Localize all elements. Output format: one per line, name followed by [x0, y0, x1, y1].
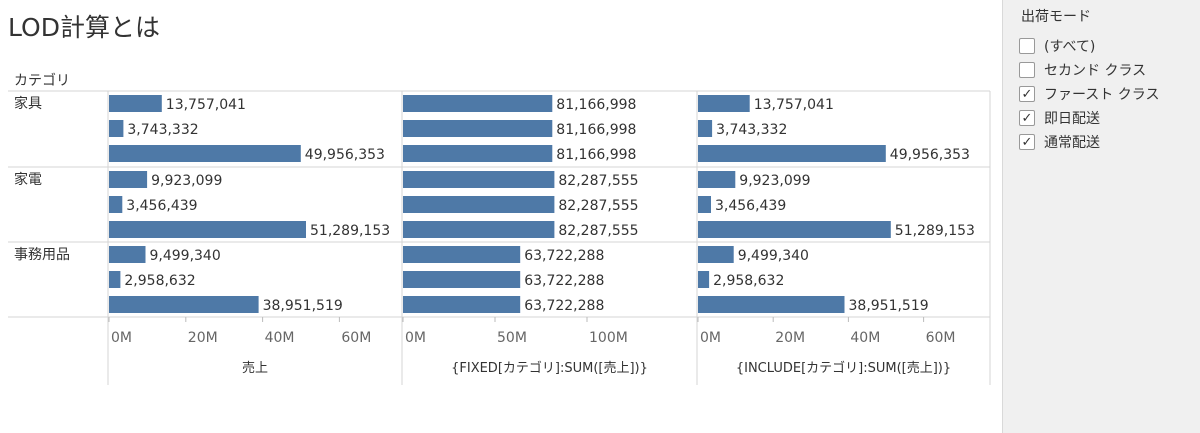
bar — [109, 271, 121, 288]
bar — [698, 196, 711, 213]
bar-value-label: 63,722,288 — [524, 273, 604, 289]
bar-value-label: 82,287,555 — [558, 198, 638, 214]
bar — [109, 196, 123, 213]
filter-option-label: 即日配送 — [1044, 111, 1100, 127]
bar — [698, 221, 891, 238]
checkbox-icon[interactable] — [1019, 38, 1035, 54]
filter-title: 出荷モード — [1021, 9, 1091, 25]
bar — [109, 120, 124, 137]
axis-tick-label: 40M — [850, 330, 880, 346]
bar — [109, 145, 301, 162]
filter-option-first-class[interactable]: ✓ ファースト クラス — [1019, 84, 1159, 104]
bar-value-label: 3,456,439 — [126, 198, 197, 214]
bar-value-label: 9,499,340 — [738, 248, 809, 264]
axis-tick-label: 0M — [111, 330, 132, 346]
axis-title: 売上 — [242, 360, 268, 376]
bar-value-label: 81,166,998 — [556, 147, 636, 163]
bar — [403, 171, 555, 188]
bar — [698, 271, 710, 288]
bar — [403, 221, 555, 238]
axis-tick-label: 20M — [775, 330, 805, 346]
axis-tick-label: 0M — [700, 330, 721, 346]
bar-value-label: 38,951,519 — [849, 298, 929, 314]
axis-tick-label: 40M — [265, 330, 295, 346]
bar — [403, 271, 521, 288]
bar — [403, 95, 553, 112]
bar — [698, 120, 713, 137]
bar-value-label: 3,456,439 — [715, 198, 786, 214]
bar — [698, 246, 734, 263]
bar-value-label: 51,289,153 — [310, 223, 390, 239]
group-label: 家具 — [14, 95, 42, 112]
filter-option-label: 通常配送 — [1044, 135, 1100, 151]
axis-tick-label: 0M — [405, 330, 426, 346]
group-label: 家電 — [14, 171, 42, 188]
bar-value-label: 38,951,519 — [263, 298, 343, 314]
axis-title: {INCLUDE[カテゴリ]:SUM([売上])} — [736, 360, 951, 376]
bar — [403, 296, 521, 313]
bar — [109, 221, 306, 238]
bar-value-label: 49,956,353 — [890, 147, 970, 163]
axis-tick-label: 50M — [497, 330, 527, 346]
bar-value-label: 82,287,555 — [558, 173, 638, 189]
filter-option-second-class[interactable]: セカンド クラス — [1019, 60, 1146, 80]
bar — [698, 95, 750, 112]
checkbox-checked-icon[interactable]: ✓ — [1019, 134, 1035, 150]
bar-value-label: 81,166,998 — [556, 122, 636, 138]
filter-option-label: (すべて) — [1044, 39, 1096, 55]
axis-title: {FIXED[カテゴリ]:SUM([売上])} — [451, 360, 648, 376]
bar-value-label: 2,958,632 — [124, 273, 195, 289]
bar — [698, 171, 736, 188]
axis-tick-label: 100M — [589, 330, 628, 346]
bar — [698, 296, 845, 313]
bar-value-label: 3,743,332 — [716, 122, 787, 138]
filter-option-same-day[interactable]: ✓ 即日配送 — [1019, 108, 1100, 128]
bar-value-label: 2,958,632 — [713, 273, 784, 289]
bar — [403, 120, 553, 137]
bar-value-label: 49,956,353 — [305, 147, 385, 163]
filter-option-standard[interactable]: ✓ 通常配送 — [1019, 132, 1100, 152]
bar — [109, 171, 148, 188]
filter-option-label: ファースト クラス — [1044, 87, 1160, 103]
bar-value-label: 63,722,288 — [524, 248, 604, 264]
bar-value-label: 82,287,555 — [558, 223, 638, 239]
bar-value-label: 13,757,041 — [754, 97, 834, 113]
bar — [109, 95, 162, 112]
checkbox-icon[interactable] — [1019, 62, 1035, 78]
bar-value-label: 51,289,153 — [895, 223, 975, 239]
bar-value-label: 9,923,099 — [151, 173, 222, 189]
bar — [403, 196, 555, 213]
bar-value-label: 9,923,099 — [739, 173, 810, 189]
group-label: 事務用品 — [14, 247, 70, 263]
row-dimension-label: カテゴリ — [14, 72, 70, 89]
filter-option-all[interactable]: (すべて) — [1019, 36, 1095, 56]
bar — [109, 246, 146, 263]
checkbox-checked-icon[interactable]: ✓ — [1019, 86, 1035, 102]
bar-value-label: 13,757,041 — [166, 97, 246, 113]
dashboard-title: LOD計算とは — [8, 13, 160, 42]
axis-tick-label: 60M — [341, 330, 371, 346]
bar — [403, 145, 553, 162]
axis-tick-label: 20M — [188, 330, 218, 346]
bar-value-label: 63,722,288 — [524, 298, 604, 314]
filter-option-label: セカンド クラス — [1044, 63, 1147, 79]
bar — [109, 296, 259, 313]
checkbox-checked-icon[interactable]: ✓ — [1019, 110, 1035, 126]
bar — [403, 246, 521, 263]
bar-value-label: 81,166,998 — [556, 97, 636, 113]
axis-tick-label: 60M — [926, 330, 956, 346]
bar-value-label: 9,499,340 — [150, 248, 221, 264]
filter-panel: 出荷モード (すべて) セカンド クラス ✓ ファースト クラス ✓ 即日配送 … — [1002, 0, 1200, 433]
bar-value-label: 3,743,332 — [127, 122, 198, 138]
bar — [698, 145, 886, 162]
